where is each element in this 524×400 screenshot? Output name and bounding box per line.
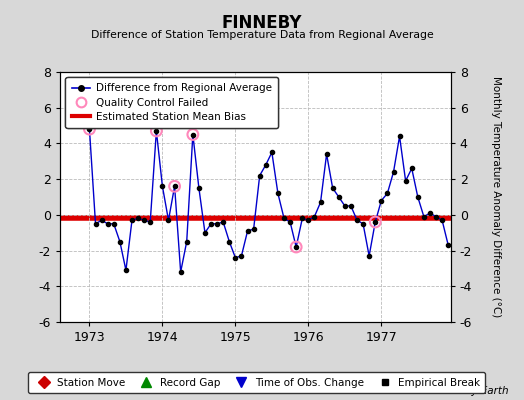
Point bbox=[85, 126, 94, 132]
Y-axis label: Monthly Temperature Anomaly Difference (°C): Monthly Temperature Anomaly Difference (… bbox=[492, 76, 501, 318]
Point bbox=[152, 128, 160, 134]
Text: Difference of Station Temperature Data from Regional Average: Difference of Station Temperature Data f… bbox=[91, 30, 433, 40]
Point bbox=[189, 131, 197, 138]
Legend: Station Move, Record Gap, Time of Obs. Change, Empirical Break: Station Move, Record Gap, Time of Obs. C… bbox=[28, 372, 485, 393]
Point bbox=[371, 219, 379, 225]
Point bbox=[170, 183, 179, 190]
Text: Berkeley Earth: Berkeley Earth bbox=[432, 386, 508, 396]
Point bbox=[292, 244, 300, 250]
Text: FINNEBY: FINNEBY bbox=[222, 14, 302, 32]
Legend: Difference from Regional Average, Quality Control Failed, Estimated Station Mean: Difference from Regional Average, Qualit… bbox=[66, 77, 278, 128]
